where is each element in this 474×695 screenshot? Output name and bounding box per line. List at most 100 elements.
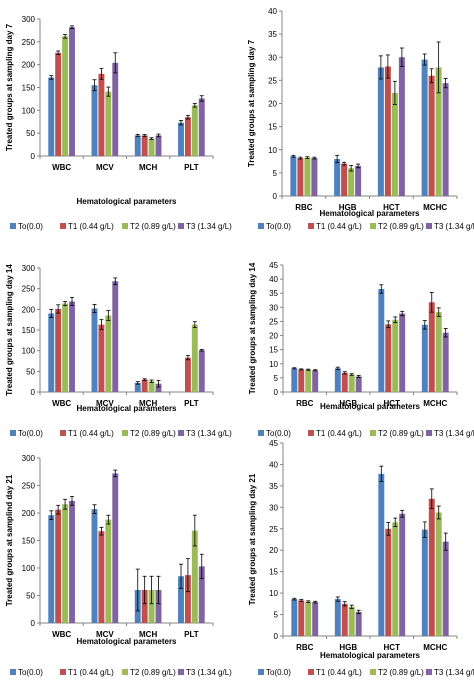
y-tick-label: 5 <box>274 374 279 383</box>
legend-swatch <box>308 669 314 675</box>
y-tick-label: 300 <box>22 264 36 273</box>
bar <box>355 611 362 636</box>
bar <box>421 324 428 392</box>
bar <box>384 66 391 196</box>
bar <box>348 168 355 196</box>
bar <box>148 138 155 156</box>
legend-label: T1 (0.44 g/L) <box>68 222 114 231</box>
bar <box>155 135 162 156</box>
x-tick-label: MCH <box>139 630 157 639</box>
legend-label: T2 (0.89 g/L) <box>130 429 176 438</box>
x-axis-title: Hematological parameters <box>76 197 177 206</box>
legend-swatch <box>370 223 376 229</box>
y-tick-label: 40 <box>269 460 278 469</box>
bar <box>442 83 449 196</box>
y-tick-label: 0 <box>31 152 36 161</box>
bar <box>398 57 405 196</box>
y-tick-label: 45 <box>269 439 278 448</box>
bar <box>378 288 385 392</box>
bar <box>377 67 384 196</box>
bar <box>341 163 348 196</box>
x-tick-label: WBC <box>52 163 71 172</box>
y-tick-label: 20 <box>268 100 277 109</box>
legend-swatch <box>426 669 432 675</box>
legend-swatch <box>10 430 16 436</box>
bar <box>48 77 55 156</box>
legend-label: T3 (1.34 g/L) <box>186 668 232 677</box>
y-tick-label: 25 <box>269 525 278 534</box>
y-tick-label: 250 <box>22 38 36 47</box>
chart-panel-4: 0 5 10 15 20 25 30 35 40 45 RBC HGB HCT MCHC Treated g… <box>248 261 474 438</box>
x-tick-label: PLT <box>184 399 199 408</box>
bar <box>442 332 449 392</box>
legend-swatch <box>258 669 264 675</box>
x-axis-title: Hematological parameters <box>320 651 421 660</box>
y-tick-label: 0 <box>31 388 36 397</box>
bar <box>48 515 55 623</box>
bar <box>178 122 184 156</box>
bar <box>421 59 428 196</box>
x-tick-label: HCT <box>384 399 401 408</box>
y-tick-label: 30 <box>269 503 278 512</box>
bar <box>148 590 155 623</box>
bar <box>105 315 112 392</box>
y-tick-label: 30 <box>268 53 277 62</box>
bar <box>155 590 162 623</box>
bar <box>91 85 98 156</box>
legend-label: T3 (1.34 g/L) <box>186 429 232 438</box>
bar <box>334 159 341 196</box>
y-tick-label: 35 <box>269 482 278 491</box>
y-tick-label: 10 <box>269 589 278 598</box>
y-tick-label: 5 <box>273 169 278 178</box>
y-tick-label: 250 <box>22 482 36 491</box>
bar <box>198 350 205 392</box>
x-tick-label: WBC <box>52 630 71 639</box>
x-axis-title: Hematological parameters <box>320 402 421 411</box>
bar <box>98 324 105 392</box>
bar <box>69 301 75 392</box>
bar <box>341 603 348 636</box>
bar <box>421 529 428 636</box>
bar <box>428 498 435 636</box>
x-tick-label: RBC <box>295 203 313 212</box>
bar <box>392 522 399 636</box>
bar <box>435 512 442 636</box>
chart-panel-5: 0 50 100 150 200 250 300 WBC MCV MCH PLT Treated gr… <box>5 454 232 677</box>
bar <box>184 117 191 156</box>
y-tick-label: 150 <box>22 84 36 93</box>
legend-label: T2 (0.89 g/L) <box>130 222 176 231</box>
y-axis-title: Treated groups at sampling day 14 <box>248 262 257 394</box>
bar <box>191 105 198 156</box>
legend-swatch <box>258 430 264 436</box>
bar <box>399 513 406 636</box>
bar <box>134 382 141 392</box>
y-axis-title: Treated groups at samplind day 21 <box>5 474 14 606</box>
bar <box>392 319 399 392</box>
bar <box>148 381 155 392</box>
bar <box>155 383 162 392</box>
bar <box>112 281 119 392</box>
bar <box>69 27 75 156</box>
legend-swatch <box>122 430 128 436</box>
legend-label: T1 (0.44 g/L) <box>316 668 362 677</box>
bar <box>298 369 305 392</box>
bar <box>305 369 312 392</box>
bar <box>291 368 298 392</box>
bar <box>105 91 112 156</box>
x-tick-label: RBC <box>296 643 314 652</box>
legend-label: T3 (1.34 g/L) <box>434 222 474 231</box>
bar <box>141 379 148 392</box>
bar <box>391 92 398 196</box>
y-axis-title: Treated groups at sampling day 7 <box>5 23 14 151</box>
y-tick-label: 50 <box>26 592 35 601</box>
bar <box>69 500 75 623</box>
bar <box>134 135 141 156</box>
legend-swatch <box>178 430 184 436</box>
bar <box>112 473 119 623</box>
x-tick-label: MCH <box>139 163 157 172</box>
bar <box>341 372 348 392</box>
y-tick-label: 250 <box>22 285 36 294</box>
legend-label: T1 (0.44 g/L) <box>68 429 114 438</box>
bar <box>298 600 305 636</box>
legend-swatch <box>60 223 66 229</box>
